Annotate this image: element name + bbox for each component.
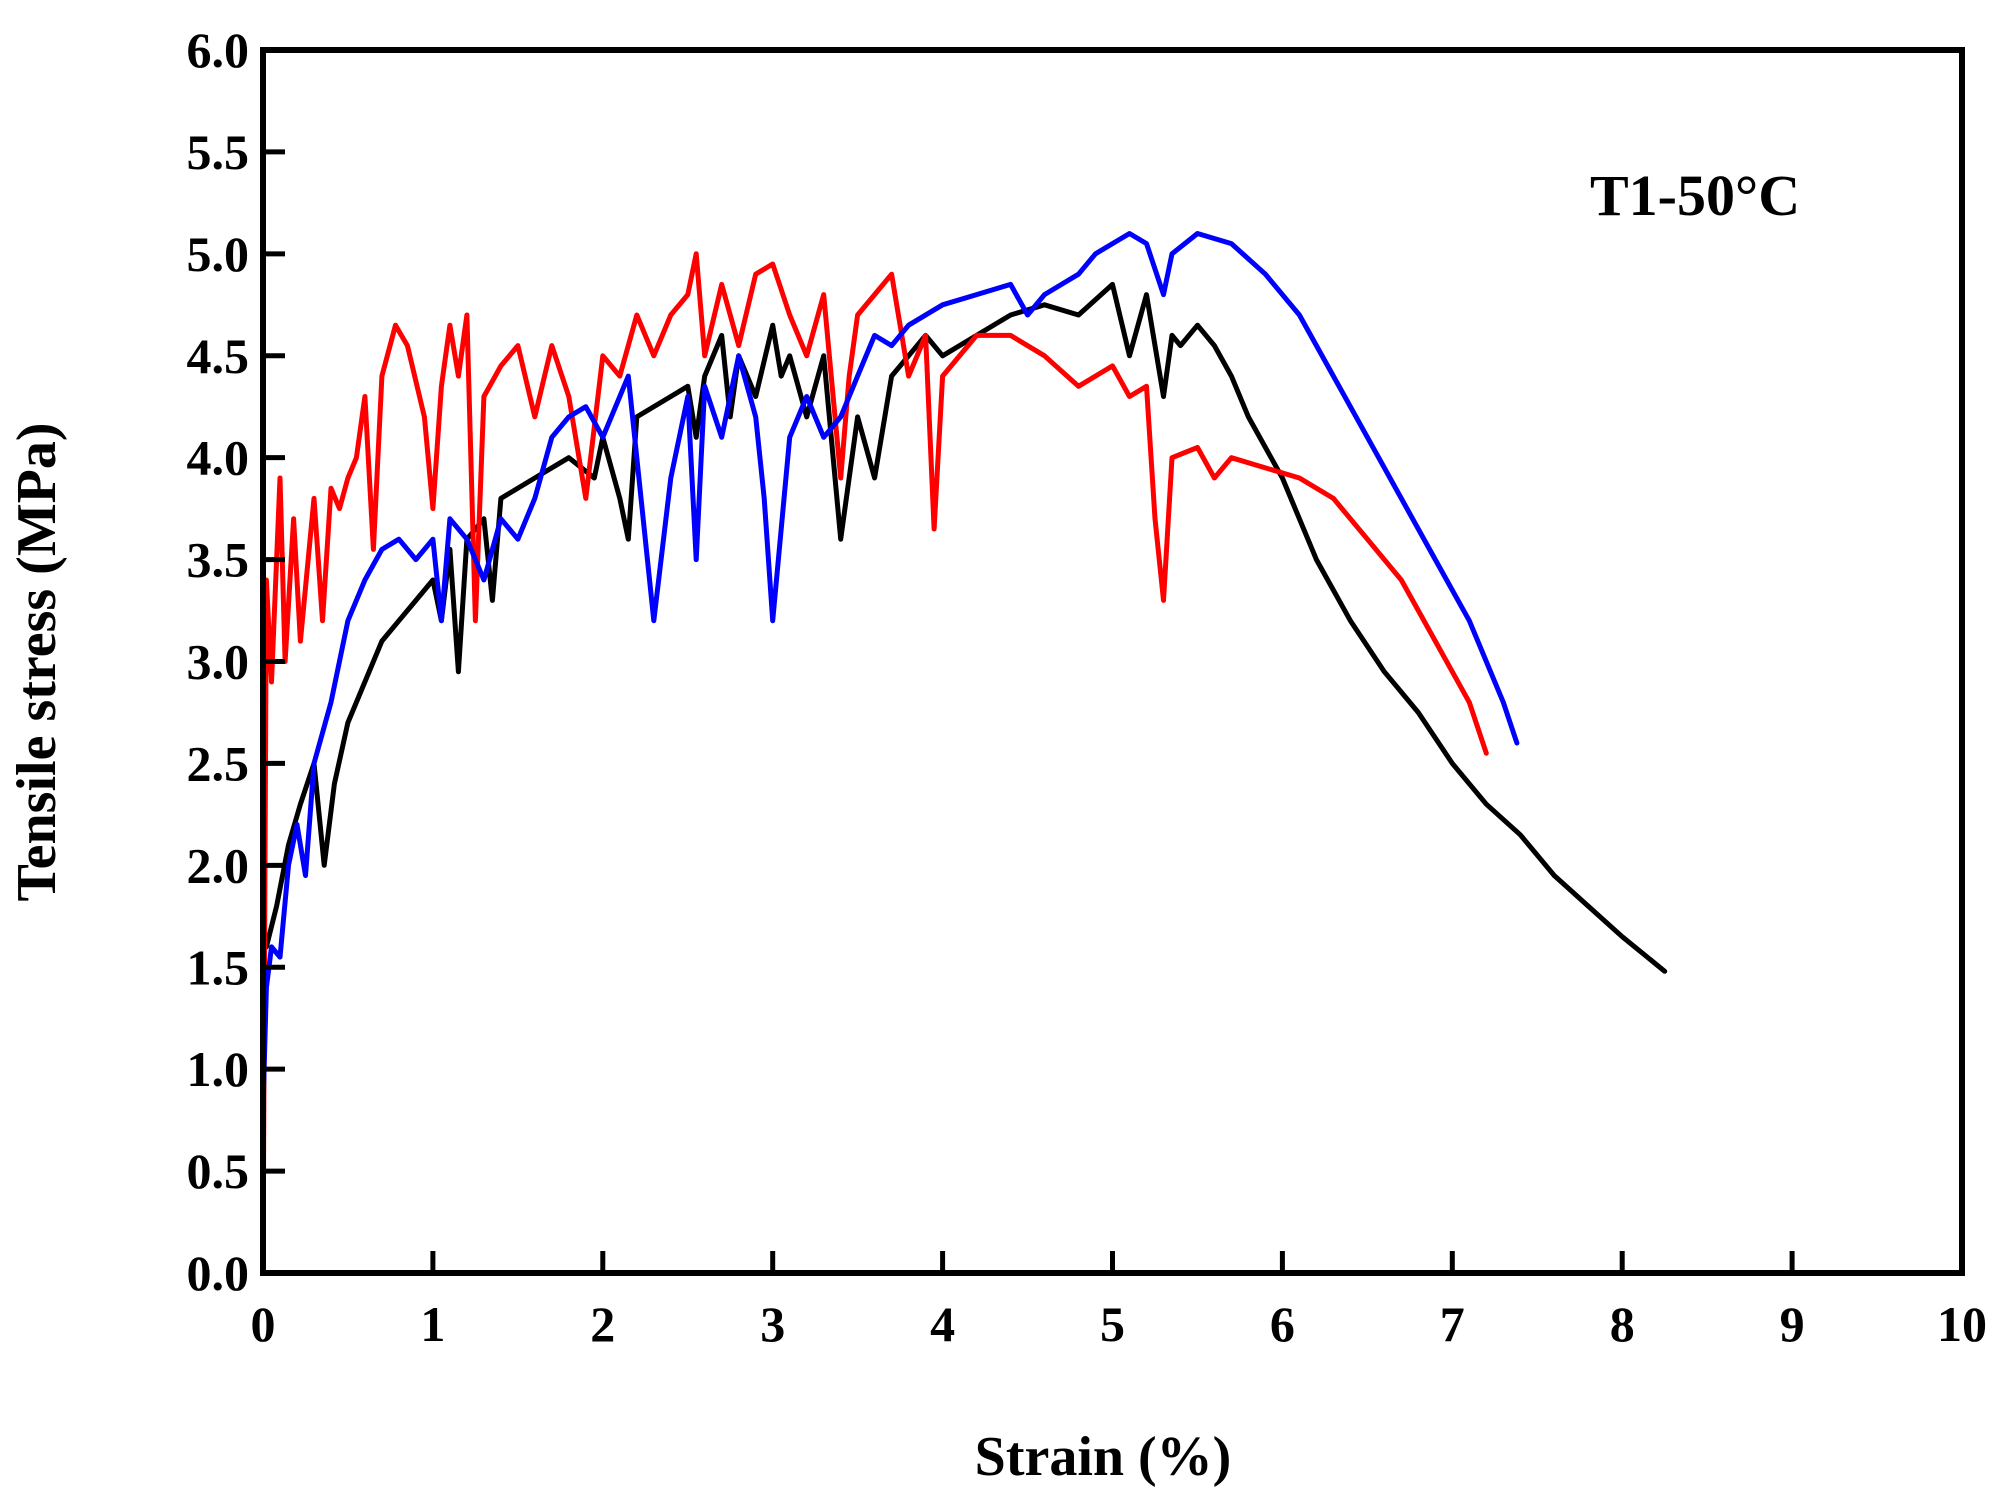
x-tick-label: 10 — [1937, 1296, 1987, 1352]
x-tick-label: 8 — [1610, 1296, 1635, 1352]
x-tick-label: 0 — [251, 1296, 276, 1352]
y-tick-label: 3.0 — [187, 634, 250, 690]
x-tick-label: 5 — [1100, 1296, 1125, 1352]
y-tick-label: 1.5 — [187, 939, 250, 995]
y-tick-label: 2.5 — [187, 735, 250, 791]
x-tick-label: 9 — [1780, 1296, 1805, 1352]
y-tick-label: 2.0 — [187, 837, 250, 893]
tick-layer: 0 1 2 3 4 5 6 7 8 9 10 0.0 0.5 1.0 1.5 2.0 2.5 3.0 3.5 4.0 4… — [187, 22, 1988, 1352]
y-tick-label: 4.0 — [187, 430, 250, 486]
series-layer — [260, 231, 1668, 1276]
x-tick-label: 7 — [1440, 1296, 1465, 1352]
y-tick-label: 4.5 — [187, 328, 250, 384]
series-line-3 — [260, 231, 1520, 1113]
series-line-2 — [260, 251, 1489, 1276]
y-tick-label: 3.5 — [187, 532, 250, 588]
y-tick-label: 5.0 — [187, 226, 250, 282]
x-tick-label: 2 — [590, 1296, 615, 1352]
x-tick-label: 4 — [930, 1296, 955, 1352]
plot-frame — [260, 47, 1965, 1276]
y-tick-label: 0.5 — [187, 1143, 250, 1199]
x-axis-title: Strain (%) — [975, 1426, 1232, 1488]
x-tick-label: 1 — [420, 1296, 445, 1352]
x-tick-label: 3 — [760, 1296, 785, 1352]
y-axis-title: Tensile stress (MPa) — [6, 422, 68, 901]
y-tick-label: 5.5 — [187, 124, 250, 180]
series-line-1 — [263, 281, 1668, 974]
y-tick-label: 6.0 — [187, 22, 250, 78]
x-tick-label: 6 — [1270, 1296, 1295, 1352]
y-tick-label: 0.0 — [187, 1245, 250, 1301]
chart-annotation: T1-50°C — [1590, 163, 1800, 228]
y-tick-label: 1.0 — [187, 1041, 250, 1097]
